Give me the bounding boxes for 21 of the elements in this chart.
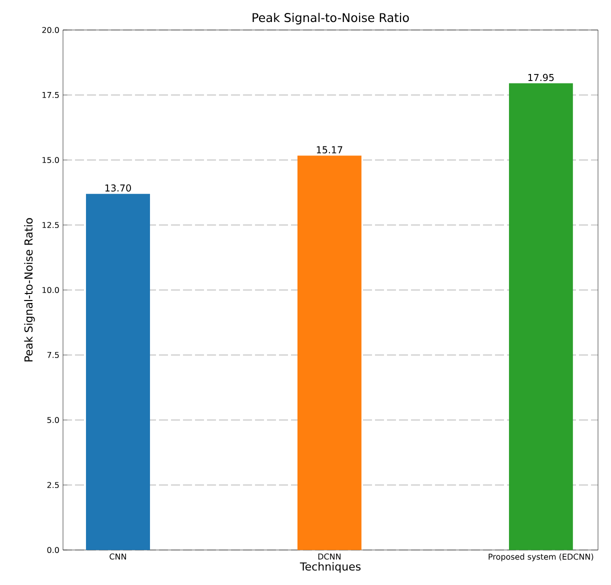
chart-title: Peak Signal-to-Noise Ratio xyxy=(252,12,409,24)
x-tick-label: Proposed system (EDCNN) xyxy=(488,554,594,562)
x-tick-label: DCNN xyxy=(318,554,341,560)
y-tick-label: 10.0 xyxy=(42,286,59,294)
y-tick-label: 2.5 xyxy=(47,482,59,488)
y-axis-title: Peak Signal-to-Noise Ratio xyxy=(24,218,35,362)
bar xyxy=(508,83,573,550)
bar xyxy=(86,194,150,550)
y-tick-label: 17.5 xyxy=(42,92,59,98)
data-label: 13.70 xyxy=(105,184,131,192)
x-axis-title: Techniques xyxy=(300,562,361,573)
data-label: 15.17 xyxy=(316,146,342,154)
y-tick-label: 7.5 xyxy=(47,352,59,358)
y-tick-label: 12.5 xyxy=(42,222,59,228)
y-tick-label: 15.0 xyxy=(42,156,59,164)
y-tick-label: 0.0 xyxy=(47,546,59,554)
y-tick-label: 20.0 xyxy=(42,26,59,34)
bar xyxy=(297,156,362,550)
y-tick-label: 5.0 xyxy=(47,416,59,424)
x-tick-label: CNN xyxy=(110,554,126,560)
data-label: 17.95 xyxy=(528,74,554,82)
